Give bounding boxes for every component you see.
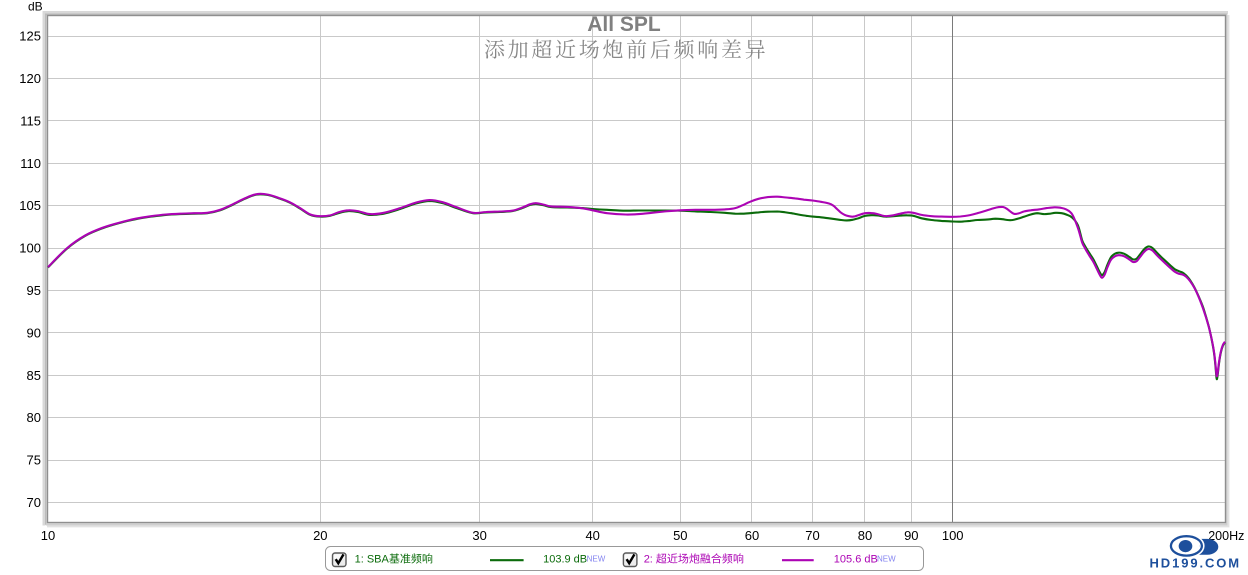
svg-text:60: 60	[745, 528, 759, 543]
svg-text:115: 115	[20, 113, 41, 128]
svg-text:105: 105	[19, 198, 41, 213]
svg-text:1: SBA: 1: SBA	[355, 554, 390, 566]
svg-text:75: 75	[27, 453, 41, 468]
svg-text:95: 95	[27, 283, 41, 298]
svg-text:100: 100	[942, 528, 964, 543]
svg-text:80: 80	[858, 528, 872, 543]
svg-text:10: 10	[41, 528, 55, 543]
svg-text:90: 90	[27, 325, 41, 340]
svg-text:NEW: NEW	[587, 554, 606, 563]
svg-text:200Hz: 200Hz	[1208, 529, 1244, 543]
svg-text:30: 30	[472, 528, 486, 543]
svg-text:40: 40	[585, 528, 599, 543]
svg-text:dB: dB	[28, 0, 43, 14]
svg-text:2:: 2:	[644, 554, 653, 566]
svg-text:125: 125	[19, 29, 41, 44]
svg-text:All SPL: All SPL	[587, 13, 661, 36]
svg-text:70: 70	[805, 528, 819, 543]
svg-text:HD199.COM: HD199.COM	[1150, 555, 1242, 570]
svg-text:NEW: NEW	[877, 554, 896, 563]
svg-text:110: 110	[20, 156, 41, 171]
svg-text:100: 100	[19, 241, 41, 256]
svg-text:50: 50	[673, 528, 687, 543]
svg-text:70: 70	[27, 495, 41, 510]
svg-text:105.6 dB: 105.6 dB	[834, 554, 878, 566]
svg-text:20: 20	[313, 528, 327, 543]
svg-text:120: 120	[19, 71, 41, 86]
svg-text:103.9 dB: 103.9 dB	[543, 554, 587, 566]
svg-text:85: 85	[27, 368, 41, 383]
svg-text:90: 90	[904, 528, 918, 543]
svg-text:80: 80	[27, 410, 41, 425]
